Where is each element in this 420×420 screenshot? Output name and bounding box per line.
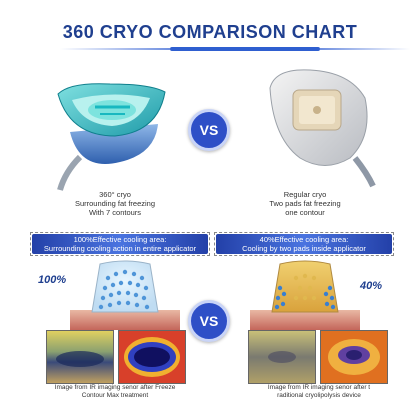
left-thermal-caption-line1: Image from IR imaging senor after Freeze	[54, 384, 176, 391]
title-underline-right	[320, 48, 410, 50]
right-banner: 40%Effective cooling area: Cooling by tw…	[214, 232, 394, 256]
right-thermal-caption: Image from IR imaging senor after t radi…	[244, 384, 394, 400]
left-thermal-image-1	[46, 330, 114, 384]
left-thermal-caption: Image from IR imaging senor after Freeze…	[40, 384, 190, 400]
left-percent-label: 100%	[38, 274, 67, 286]
vs-badge-bottom: VS	[188, 300, 230, 342]
right-caption-line2: Two pads fat freezing	[269, 199, 341, 208]
vs-badge-bottom-text: VS	[199, 313, 219, 329]
right-caption-line1: Regular cryo	[283, 190, 327, 199]
left-caption-line3: With 7 contours	[88, 208, 142, 217]
left-thermal-caption-line2: Contour Max treatment	[81, 392, 149, 399]
right-device-caption: Regular cryo Two pads fat freezing one c…	[250, 190, 360, 217]
left-thermal-image-2	[118, 330, 186, 384]
left-banner-line1: 100%Effective cooling area:	[73, 235, 167, 244]
vs-badge-top-text: VS	[199, 122, 219, 138]
page-title: 360 CRYO COMPARISON CHART	[62, 22, 358, 42]
left-banner-line2: Surrounding cooling action in entire app…	[43, 244, 197, 253]
left-caption-line1: 360° cryo	[99, 190, 131, 199]
left-banner: 100%Effective cooling area: Surrounding …	[30, 232, 210, 256]
right-thermal-caption-line1: Image from IR imaging senor after t	[267, 384, 371, 391]
right-banner-line1: 40%Effective cooling area:	[259, 235, 349, 244]
regular-cryo-applicator-image	[269, 69, 376, 188]
right-thermal-caption-line2: raditional cryolipolysis device	[277, 392, 361, 399]
right-percent-label: 40%	[360, 280, 383, 292]
vs-badge-top: VS	[188, 109, 230, 151]
title-underline-left	[60, 48, 170, 50]
right-banner-line2: Cooling by two pads inside applicator	[242, 244, 366, 253]
title-underline	[170, 47, 320, 51]
right-thermal-image-1	[248, 330, 316, 384]
left-device-caption: 360° cryo Surrounding fat freezing With …	[60, 190, 170, 217]
right-caption-line3: one contour	[285, 208, 325, 217]
cryo-360-applicator-image	[57, 83, 166, 191]
partial-cooling-illustration	[250, 260, 360, 330]
left-caption-line2: Surrounding fat freezing	[74, 199, 156, 208]
full-cooling-illustration	[70, 260, 180, 330]
right-thermal-image-2	[320, 330, 388, 384]
